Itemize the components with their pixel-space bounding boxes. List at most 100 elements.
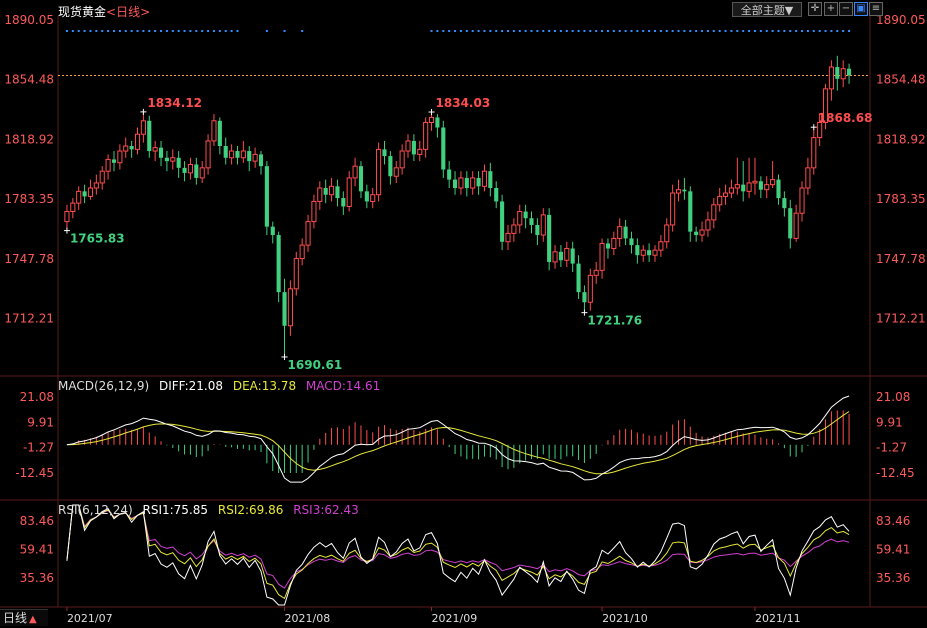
candle-body-down	[382, 149, 387, 157]
signal-dot	[465, 30, 468, 32]
signal-dot	[659, 30, 662, 32]
time-axis-label: 2021/11	[755, 612, 801, 625]
settings-icon[interactable]: ≡	[869, 2, 883, 16]
instrument-name: 现货黄金	[58, 5, 107, 19]
macd-tick-right: -1.27	[876, 441, 907, 455]
price-tick-left: 1712.21	[4, 312, 54, 326]
candle-body-up	[123, 145, 129, 152]
signal-dot	[759, 30, 762, 32]
period-label: <日线>	[106, 5, 151, 19]
candle-body-down	[635, 245, 640, 256]
price-tick-left: 1890.05	[4, 13, 54, 27]
signal-dot	[654, 30, 656, 32]
candle-body-up	[793, 212, 799, 239]
candle-body-up	[393, 167, 399, 177]
candle-body-up	[617, 226, 623, 239]
candle-body-up	[205, 140, 211, 169]
candle-body-down	[111, 159, 117, 163]
candle-body-up	[211, 120, 217, 142]
macd-legend: MACD(26,12,9) DIFF:21.08 DEA:13.78 MACD:…	[58, 379, 386, 393]
candle-body-down	[194, 164, 199, 178]
signal-dot	[571, 30, 574, 32]
signal-dot	[183, 30, 186, 32]
signal-dot	[171, 30, 174, 32]
signal-dot	[624, 30, 627, 32]
signal-dot	[724, 30, 727, 32]
candle-body-down	[558, 251, 563, 261]
signal-dot	[207, 30, 210, 32]
rsi3-value: RSI3:62.43	[293, 503, 359, 517]
signal-dot	[483, 30, 486, 32]
signal-dot	[95, 30, 98, 32]
signal-dot	[283, 30, 286, 32]
candle-body-down	[341, 198, 346, 207]
candle-body-up	[670, 192, 676, 226]
candle-body-up	[822, 88, 829, 123]
candle-body-up	[170, 157, 176, 162]
zoom-in-icon[interactable]: +	[824, 2, 838, 16]
low-price-label: 1690.61	[288, 358, 343, 372]
candle-body-down	[523, 211, 528, 219]
price-tick-right: 1854.48	[876, 73, 926, 87]
candle-body-up	[64, 211, 70, 223]
candle-body-down	[464, 177, 469, 188]
macd-tick-left: 9.91	[27, 415, 54, 429]
candle-body-up	[728, 187, 735, 194]
signal-dot	[471, 30, 474, 32]
signal-dot	[165, 30, 168, 32]
candle-body-up	[481, 170, 488, 187]
low-price-label: 1721.76	[587, 314, 642, 328]
signal-dot	[65, 30, 68, 32]
candle-body-up	[99, 170, 105, 184]
kline-icon[interactable]: ▣	[854, 2, 868, 16]
candle-body-up	[199, 167, 205, 179]
signal-dot	[771, 30, 774, 32]
signal-dot	[89, 30, 92, 32]
candle-body-up	[134, 133, 141, 150]
candle-body-down	[335, 186, 340, 199]
signal-dot	[730, 30, 733, 32]
macd-tick-left: -12.45	[15, 466, 54, 480]
signal-dot	[148, 30, 151, 32]
signal-dot	[459, 30, 462, 32]
candle-body-up	[505, 232, 511, 243]
signal-dot	[836, 30, 839, 32]
signal-dot	[577, 30, 580, 32]
price-tick-left: 1818.92	[4, 132, 54, 146]
rsi-legend: RSI(6,12,24) RSI1:75.85 RSI2:69.86 RSI3:…	[58, 503, 365, 517]
rsi-tick-left: 35.36	[20, 571, 54, 585]
signal-dot	[636, 30, 639, 32]
macd-dea-line	[66, 411, 850, 475]
signal-dot	[201, 30, 204, 32]
zoom-out-icon[interactable]: −	[839, 2, 853, 16]
time-axis-label: 2021/07	[67, 612, 113, 625]
macd-tick-left: -1.27	[23, 441, 54, 455]
signal-dot	[842, 30, 845, 32]
signal-dot	[642, 30, 645, 32]
crosshair-icon[interactable]: ✛	[808, 2, 822, 16]
price-tick-left: 1854.48	[4, 73, 54, 87]
signal-dot	[848, 30, 851, 32]
candle-body-up	[229, 150, 235, 159]
candle-body-up	[764, 184, 770, 191]
candle-body-up	[705, 219, 711, 231]
signal-dot	[559, 30, 562, 32]
candle-body-up	[752, 180, 758, 184]
chevron-up-icon: ▲	[29, 614, 37, 625]
candle-body-up	[293, 258, 299, 290]
theme-select-button[interactable]: 全部主题▼	[732, 2, 802, 17]
rsi1-line	[66, 504, 850, 606]
signal-dot	[583, 30, 586, 32]
candle-body-up	[117, 150, 123, 164]
candle-body-up	[405, 140, 411, 152]
rsi-tick-right: 83.46	[876, 514, 910, 528]
macd-tick-right: -12.45	[876, 466, 915, 480]
high-price-label: 1868.68	[818, 111, 873, 125]
candle-body-up	[152, 147, 158, 152]
rsi1-value: RSI1:75.85	[142, 503, 209, 517]
candle-body-up	[423, 121, 429, 150]
candle-body-up	[187, 163, 193, 174]
candle-body-down	[276, 235, 281, 293]
period-switch-button[interactable]: 日线 ▲	[0, 609, 48, 626]
